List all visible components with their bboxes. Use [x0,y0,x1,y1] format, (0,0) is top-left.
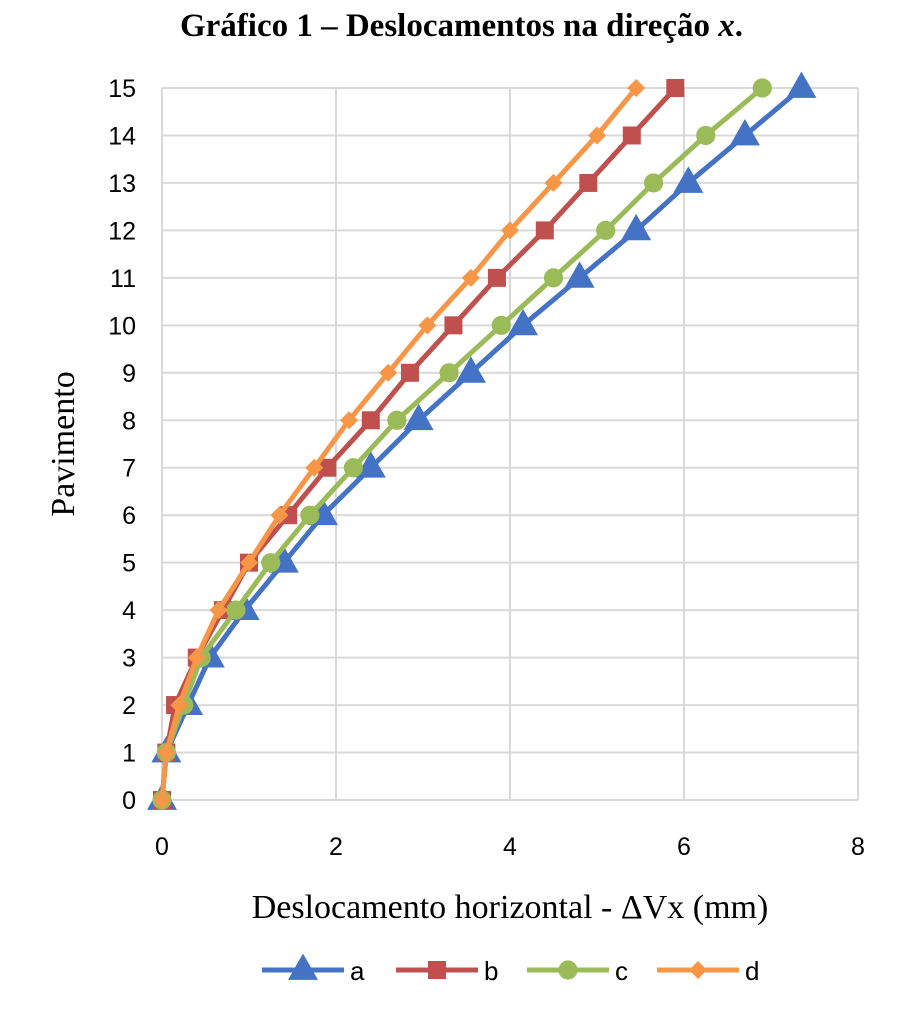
marker-circle [696,125,716,146]
marker-triangle [355,451,386,478]
y-axis-title: Pavimento [45,371,82,516]
marker-diamond [588,126,606,145]
y-tick-label: 0 [122,787,136,815]
y-tick-label: 12 [108,217,136,245]
y-tick-label: 2 [122,692,136,720]
marker-diamond [379,363,398,382]
series-b [153,79,685,809]
y-tick-label: 1 [122,740,136,768]
marker-circle [439,363,459,383]
legend-item-a: a [262,953,365,986]
marker-square [428,961,446,979]
series-line-b [159,86,678,801]
y-tick-label: 3 [122,645,136,673]
marker-diamond [627,79,646,97]
marker-triangle [729,118,760,146]
marker-diamond [209,601,228,620]
marker-diamond [544,173,563,192]
marker-square [361,411,380,430]
series-layer [147,71,817,810]
y-tick-label: 8 [122,407,136,435]
marker-square [622,126,641,145]
legend-label: b [484,956,498,986]
y-tick-label: 4 [122,597,136,625]
legend-label: d [745,956,759,986]
marker-diamond [340,411,359,430]
marker-circle [543,268,564,288]
marker-square [535,221,554,240]
marker-circle [226,600,246,620]
y-tick-label: 15 [108,75,136,103]
series-line-a [159,86,804,801]
y-tick-label: 9 [122,360,136,388]
marker-circle [387,410,407,430]
marker-diamond [461,268,480,287]
y-tick-label: 10 [108,312,136,340]
marker-diamond [157,743,176,762]
legend: a b c d [262,953,759,986]
marker-triangle [288,953,318,980]
marker-circle [596,220,616,240]
chart-title-main: Gráfico 1 – Deslocamentos na direção [179,8,719,44]
series-line-d [159,86,639,801]
y-tick-label: 13 [108,170,136,198]
marker-diamond [501,221,519,240]
marker-diamond [240,553,258,572]
legend-item-d: d [657,956,759,986]
marker-diamond [187,648,206,667]
marker-triangle [403,403,434,431]
marker-circle [558,960,578,980]
marker-circle [752,78,772,98]
legend-item-b: b [396,956,498,986]
legend-label: c [615,956,628,986]
chart-title-variable: x [718,8,735,44]
marker-triangle [673,166,704,193]
marker-triangle [621,213,652,241]
y-tick-label: 14 [108,122,136,150]
chart-title: Gráfico 1 – Deslocamentos na direção x. [0,8,923,45]
marker-diamond [689,961,707,979]
marker-diamond [270,506,289,525]
y-tick-label: 11 [110,265,136,293]
marker-square [444,316,463,335]
marker-triangle [564,261,595,288]
grid [161,87,859,801]
marker-circle [491,315,511,335]
marker-diamond [153,791,171,809]
marker-square [487,268,506,287]
y-tick-label: 6 [122,502,136,530]
marker-circle [643,173,664,193]
marker-square [400,363,419,382]
marker-diamond [305,458,324,477]
marker-triangle [455,356,486,383]
marker-square [579,173,598,192]
chart-title-end: . [734,8,744,44]
x-tick-label: 2 [329,833,343,861]
x-tick-label: 0 [155,833,169,861]
marker-circle [343,458,363,478]
marker-square [666,79,685,97]
marker-circle [261,553,281,573]
marker-square [318,458,337,477]
marker-triangle [786,71,817,98]
legend-label: a [350,956,365,986]
x-tick-label: 8 [851,833,865,861]
series-line-c [159,86,764,801]
y-tick-label: 5 [122,550,136,578]
marker-circle [300,505,320,525]
marker-diamond [170,696,189,715]
y-tick-label: 7 [122,455,136,483]
series-d [153,79,646,809]
x-tick-label: 6 [677,833,691,861]
marker-diamond [418,316,437,335]
marker-triangle [508,308,539,336]
x-tick-label: 4 [503,833,517,861]
x-axis-title: Deslocamento horizontal - ΔVx (mm) [252,889,769,926]
legend-item-c: c [527,956,628,986]
